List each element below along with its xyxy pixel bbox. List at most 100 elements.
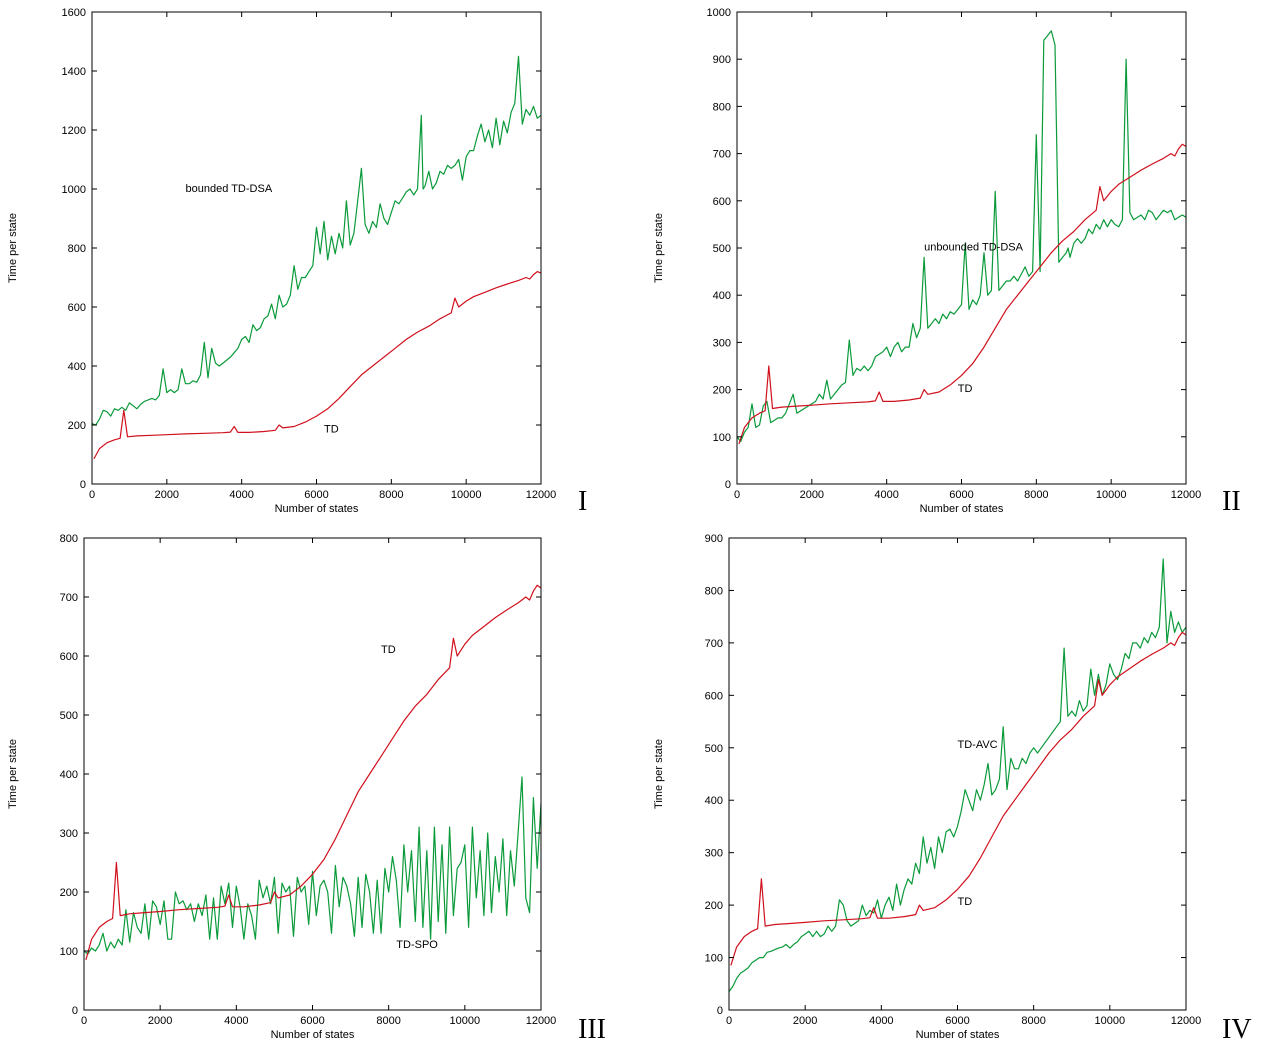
y-tick-label: 600 [713, 196, 731, 208]
x-tick-label: 12000 [526, 1015, 557, 1027]
x-tick-label: 2000 [793, 1015, 817, 1027]
y-tick-label: 500 [713, 243, 731, 255]
series-annotation: bounded TD-DSA [186, 183, 273, 195]
x-tick-label: 12000 [526, 489, 557, 501]
y-tick-label: 500 [60, 710, 78, 722]
y-tick-label: 0 [80, 479, 86, 491]
y-tick-label: 800 [713, 101, 731, 113]
panel-label: II [1222, 486, 1241, 517]
plot-frame [728, 537, 1187, 1011]
y-tick-label: 1000 [62, 184, 86, 196]
y-tick-label: 900 [705, 533, 723, 545]
y-tick-label: 300 [705, 848, 723, 860]
y-tick-label: 800 [60, 533, 78, 545]
series-annotation: TD [958, 896, 973, 908]
series-annotation: TD-AVC [958, 739, 998, 751]
y-tick-label: 1600 [62, 7, 86, 19]
series-annotation: unbounded TD-DSA [924, 241, 1024, 253]
x-tick-label: 4000 [869, 1015, 893, 1027]
panel-II: 0 2000 4000 6000 8000 10000 12000 0 100 200 300 400… [653, 7, 1241, 517]
series-annotation: TD [381, 644, 396, 656]
x-tick-label: 8000 [1024, 489, 1048, 501]
x-tick-label: 8000 [1021, 1015, 1045, 1027]
x-tick-label: 0 [81, 1015, 87, 1027]
series-line-td-spo [83, 776, 542, 955]
y-tick-label: 400 [60, 769, 78, 781]
y-tick-label: 800 [68, 243, 86, 255]
x-tick-label: 10000 [451, 489, 482, 501]
y-tick-label: 800 [705, 585, 723, 597]
y-axis-label: Time per state [7, 739, 19, 809]
y-tick-label: 200 [713, 385, 731, 397]
x-axis-label: Number of states [271, 1029, 355, 1041]
x-tick-label: 6000 [949, 489, 973, 501]
plot-frame [83, 537, 542, 1011]
y-axis-label: Time per state [7, 213, 19, 283]
series-line-unbounded-td-dsa [736, 30, 1187, 443]
y-tick-label: 900 [713, 54, 731, 66]
y-tick-label: 600 [60, 651, 78, 663]
y-tick-label: 600 [68, 302, 86, 314]
x-tick-label: 2000 [148, 1015, 172, 1027]
series-annotation: TD [324, 423, 339, 435]
y-tick-label: 400 [705, 795, 723, 807]
x-tick-label: 10000 [1095, 1015, 1126, 1027]
x-tick-label: 0 [726, 1015, 732, 1027]
series-line-td [730, 631, 1187, 966]
x-tick-label: 8000 [376, 1015, 400, 1027]
x-axis-label: Number of states [920, 503, 1004, 515]
y-tick-label: 1200 [62, 125, 86, 137]
x-axis-label: Number of states [916, 1029, 1000, 1041]
y-tick-label: 300 [60, 828, 78, 840]
y-tick-label: 100 [60, 946, 78, 958]
series-annotation: TD [958, 383, 973, 395]
y-tick-label: 700 [60, 592, 78, 604]
panel-III: 0 2000 4000 6000 8000 10000 12000 0 100 200 300 400… [7, 533, 606, 1043]
panel-label: IV [1222, 1014, 1252, 1043]
x-tick-label: 8000 [379, 489, 403, 501]
panel-I: 0 2000 4000 6000 8000 10000 12000 0 200 400 600 800… [7, 7, 587, 517]
y-axis-label: Time per state [653, 739, 665, 809]
y-tick-label: 500 [705, 743, 723, 755]
panel-label: I [578, 486, 587, 517]
y-tick-label: 0 [72, 1005, 78, 1017]
y-tick-label: 1400 [62, 66, 86, 78]
panel-IV: 0 2000 4000 6000 8000 10000 12000 0 100 200 300 400… [653, 533, 1252, 1043]
series-line-td [738, 143, 1187, 445]
plot-frame [91, 11, 542, 485]
y-tick-label: 0 [717, 1005, 723, 1017]
x-tick-label: 12000 [1171, 489, 1202, 501]
x-tick-label: 2000 [155, 489, 179, 501]
y-tick-label: 200 [705, 900, 723, 912]
x-tick-label: 4000 [229, 489, 253, 501]
series-annotation: TD-SPO [396, 939, 438, 951]
y-tick-label: 400 [713, 290, 731, 302]
x-tick-label: 6000 [300, 1015, 324, 1027]
y-tick-label: 700 [713, 149, 731, 161]
y-tick-label: 100 [713, 432, 731, 444]
y-tick-label: 1000 [707, 7, 731, 19]
series-line-td [85, 584, 542, 961]
x-tick-label: 0 [734, 489, 740, 501]
panel-label: III [578, 1014, 606, 1043]
y-tick-label: 0 [725, 479, 731, 491]
x-axis-label: Number of states [275, 503, 359, 515]
series-line-td-avc [728, 558, 1187, 992]
x-tick-label: 4000 [874, 489, 898, 501]
x-tick-label: 2000 [800, 489, 824, 501]
x-tick-label: 4000 [224, 1015, 248, 1027]
x-tick-label: 10000 [450, 1015, 481, 1027]
y-tick-label: 200 [60, 887, 78, 899]
y-tick-label: 200 [68, 420, 86, 432]
series-line-td [93, 271, 542, 460]
x-tick-label: 0 [89, 489, 95, 501]
y-tick-label: 700 [705, 638, 723, 650]
x-tick-label: 12000 [1171, 1015, 1202, 1027]
y-tick-label: 400 [68, 361, 86, 373]
y-axis-label: Time per state [653, 213, 665, 283]
x-tick-label: 6000 [304, 489, 328, 501]
y-tick-label: 600 [705, 690, 723, 702]
y-tick-label: 300 [713, 337, 731, 349]
x-tick-label: 6000 [945, 1015, 969, 1027]
